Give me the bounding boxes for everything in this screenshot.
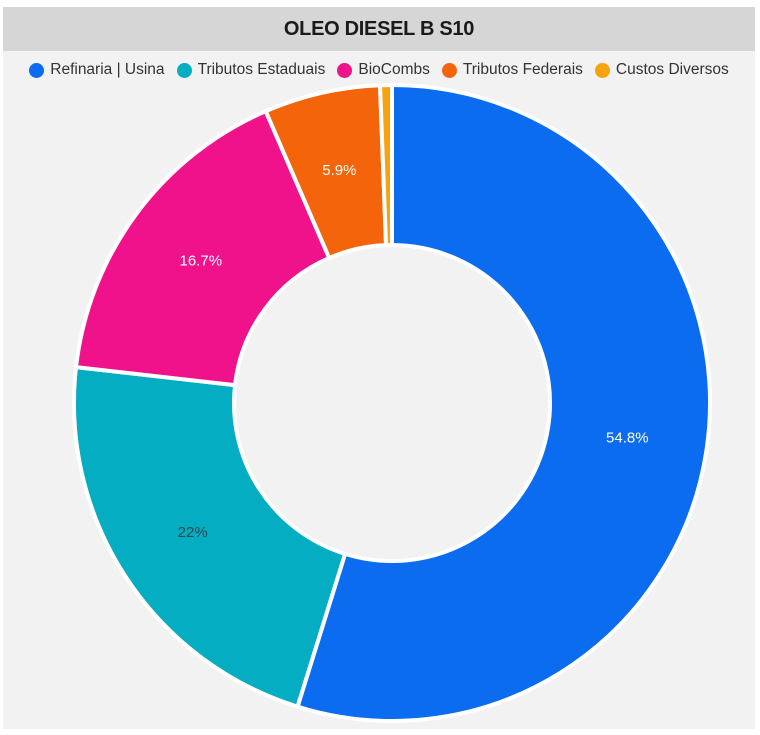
data-label-tributos-estaduais: 22% [178,524,208,541]
legend-item-tributos-estaduais[interactable]: Tributos Estaduais [176,61,326,79]
chart-legend: Refinaria | Usina Tributos Estaduais BioCo… [3,57,755,83]
legend-swatch-custos-diversos [594,62,610,78]
legend-item-tributos-federais[interactable]: Tributos Federais [441,61,583,79]
legend-swatch-biocombs [337,62,353,78]
legend-item-refinaria-usina[interactable]: Refinaria | Usina [29,61,165,79]
data-label-tributos-federais: 5.9% [322,162,356,179]
legend-label-tributos-estaduais: Tributos Estaduais [197,61,326,78]
legend-swatch-tributos-federais [441,62,457,78]
slice-biocombs[interactable] [74,109,332,388]
slice-refinaria-usina[interactable] [295,83,712,723]
legend-label-tributos-federais: Tributos Federais [462,61,583,78]
data-label-biocombs: 16.7% [180,252,223,269]
slice-tributos-estaduais[interactable] [72,365,348,709]
legend-item-custos-diversos[interactable]: Custos Diversos [594,61,729,79]
legend-label-custos-diversos: Custos Diversos [615,61,729,78]
slice-custos-diversos[interactable] [378,83,394,248]
chart-title: OLEO DIESEL B S10 [283,17,475,40]
legend-label-biocombs: BioCombs [358,61,430,78]
legend-item-biocombs[interactable]: BioCombs [337,61,430,79]
legend-swatch-refinaria-usina [29,62,45,78]
title-bar: OLEO DIESEL B S10 [3,7,755,51]
legend-label-refinaria-usina: Refinaria | Usina [50,61,165,78]
legend-swatch-tributos-estaduais [176,62,192,78]
data-label-refinaria-usina: 54.8% [606,430,649,447]
